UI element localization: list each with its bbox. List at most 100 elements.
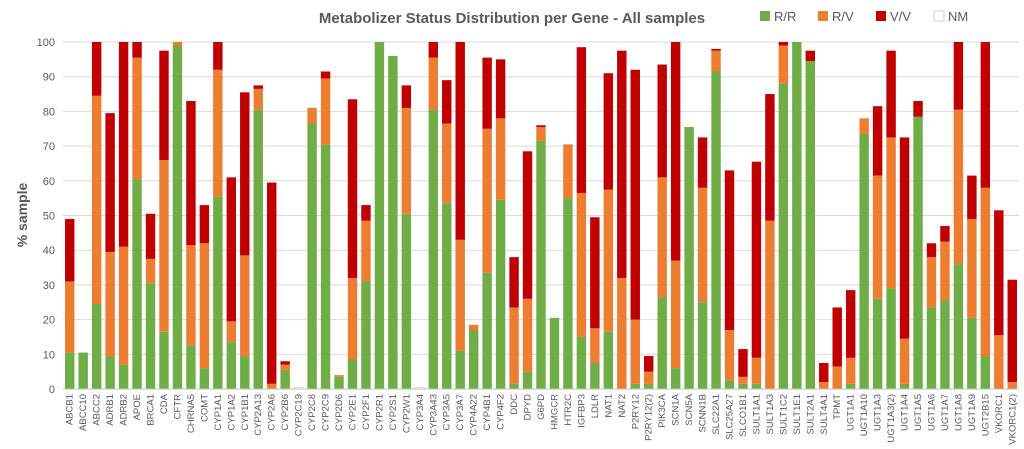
bar-rv-cda [159,159,169,332]
bar-rv-cyp2b6 [280,364,290,370]
bar-vv-cyp2e1 [347,99,358,278]
bar-vv-ugt1a5 [913,100,923,117]
bar-vv-cyp2b6 [280,361,290,365]
bar-rv-cyp3a43 [428,57,438,110]
bar-rv-sult1a1 [751,357,762,384]
bar-rr-cyp2d6 [334,376,344,389]
x-tick-label: CYP2D6 [334,394,345,431]
bar-rr-cyp1a1 [213,196,223,389]
bar-vv-cyp2w1 [401,85,412,108]
bar-vv-ugt1a1 [845,290,856,358]
bar-rv-brca1 [145,258,156,284]
bar-rr-abcb1 [65,352,75,389]
bar-rv-cyp2c8 [307,107,317,124]
bar-rv-ugt1a10 [859,118,869,134]
legend-label: R/V [832,9,854,24]
x-tick-label: CYP2R1 [374,394,385,431]
bar-vv-slco1b1 [738,349,748,377]
bar-rv-sult1a3 [765,220,775,389]
bar-rv-cyp4f2 [495,118,506,200]
bar-rr-p2ry122 [644,383,654,389]
bar-rv-igfbp3 [576,192,587,337]
x-tick-label: CYP1A2 [226,394,237,430]
y-tick-label: 90 [43,72,55,84]
bar-rv-cyp4b1 [482,128,492,273]
y-axis-title: % sample [14,182,30,247]
bar-rv-cyp3a7 [455,239,465,351]
bar-vv-ugt1a7 [940,225,950,242]
bar-vv-ugt2b15 [980,42,991,188]
legend-swatch-nm [933,10,945,22]
bar-rv-abcc2 [91,95,102,304]
bar-rv-cyp3a5 [442,123,452,204]
bar-rv-adrb2 [118,246,129,365]
bar-rv-slc25a27 [724,330,735,381]
bar-rv-ldlr [590,328,600,363]
bar-vv-dpyd [522,151,533,299]
legend-label: V/V [890,9,911,24]
bar-vv-cyp1a2 [226,177,237,322]
bar-vv-cyp4f2 [495,59,506,119]
bar-rr-ugt1a8 [953,264,964,389]
bar-rr-apoe [132,179,142,389]
x-tick-label: CYP1A1 [213,394,224,430]
x-tick-label: SULT2A1 [805,394,816,434]
bar-rr-cyp2c8 [307,123,317,390]
bar-vv-scn1a [670,42,681,261]
y-tick-labels: 0 10 20 30 40 50 60 70 80 90 100 [37,37,55,396]
bar-rr-pik3ca [657,297,667,389]
x-tick-label: UGT1A9 [967,394,978,431]
bar-rv-ddc [509,307,519,384]
bar-rr-p2ry12 [630,383,640,389]
bar-rv-ugt1a1 [845,357,856,384]
bar-vv-cyp4b1 [482,57,492,129]
y-tick-label: 30 [43,280,55,292]
x-tick-label: SCN1A [671,393,682,425]
bar-vv-cyp3a5 [442,80,452,124]
bar-rr-ugt1a32 [886,288,896,389]
legend: R/R R/V V/V NM [760,9,968,24]
bar-vv-cyp3a43 [428,42,438,58]
bar-vv-apoe [132,42,142,58]
x-tick-label: CYP2C9 [321,394,332,431]
x-tick-label: ADRB1 [105,394,116,426]
bar-vv-scnn1b [697,137,708,188]
y-tick-label: 40 [43,245,55,257]
bar-rr-ugt1a6 [926,307,937,389]
bar-rr-cyp2w1 [401,213,412,389]
bar-vv-cyp2c9 [320,71,331,79]
bar-rr-slc22a1 [711,71,721,390]
x-tick-label: VKORC1(2) [1007,394,1018,445]
bar-rr-brca1 [145,283,156,389]
bar-vv-ugt1a4 [899,137,910,339]
x-tick-label: CYP1B1 [240,394,251,430]
bar-rr-cyp2f1 [361,281,371,389]
bar-rr-cyp2s1 [388,55,398,389]
x-tick-label: SULT4A1 [819,394,830,434]
bars [65,42,1017,390]
bar-vv-chrna5 [186,100,196,245]
bar-rr-comt [199,368,210,389]
bar-vv-igfbp3 [576,47,587,193]
x-tick-label: CYP4B1 [482,394,493,430]
x-tick-label: BRCA1 [146,394,157,426]
x-tick-label: UGT1A8 [953,394,964,431]
bar-rv-p2ry12 [630,319,640,384]
x-tick-label: CYP4A22 [469,394,480,436]
bar-vv-cyp2a13 [253,85,263,89]
bar-rv-pik3ca [657,177,667,298]
bar-rr-ugt1a1 [845,383,856,389]
x-tick-label: SCN5A [684,393,695,425]
bar-rr-nat1 [603,331,614,389]
x-tick-label: CYP2F1 [361,394,372,430]
bar-vv-adrb1 [105,113,115,252]
bar-rr-abcc10 [78,352,88,389]
x-tick-label: UGT1A6 [926,394,937,431]
bar-rv-cyp2f1 [361,220,371,282]
bar-rv-p2ry122 [644,371,654,384]
bar-rv-cyp2a13 [253,88,263,110]
bar-rv-ugt2b15 [980,187,991,357]
x-tick-label: CYP3A5 [442,394,453,430]
bar-vv-slc25a27 [724,170,735,331]
x-tick-label: CYP2W1 [401,394,412,433]
